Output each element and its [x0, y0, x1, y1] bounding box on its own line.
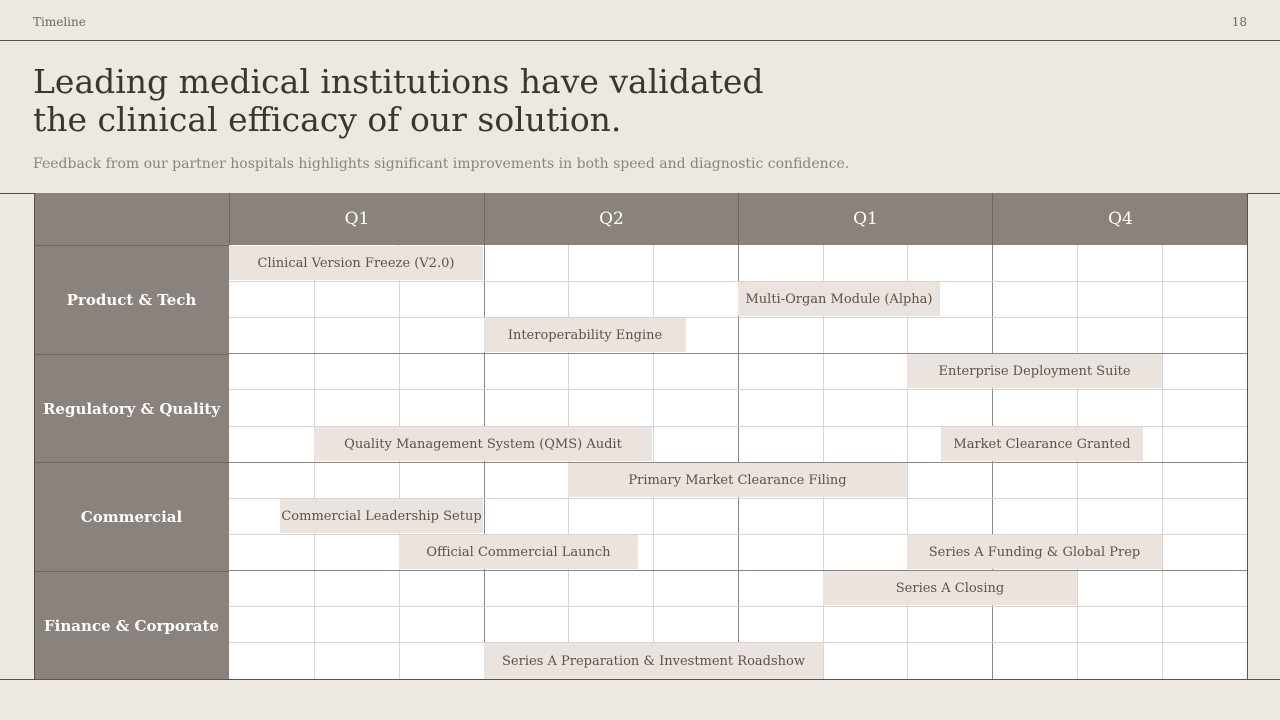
grid-line — [229, 353, 1248, 354]
quarter-header: Q1 — [738, 193, 992, 245]
group-label: Commercial — [34, 462, 229, 571]
grid-line — [229, 498, 1248, 499]
page-subtitle: Feedback from our partner hospitals high… — [33, 156, 850, 172]
page-title: Leading medical institutions have valida… — [33, 63, 933, 139]
header-corner — [34, 193, 229, 245]
group-label: Product & Tech — [34, 245, 229, 354]
page-title-line-1: Leading medical institutions have valida… — [33, 62, 764, 101]
task-bar: Enterprise Deployment Suite — [907, 354, 1162, 388]
divider — [0, 679, 1280, 680]
task-bar: Series A Closing — [823, 571, 1077, 605]
task-bar: Clinical Version Freeze (V2.0) — [229, 246, 483, 280]
group-label: Finance & Corporate — [34, 571, 229, 680]
page-title-line-2: the clinical efficacy of our solution. — [33, 100, 622, 139]
top-bar: Timeline 18 — [0, 0, 1280, 41]
quarter-header: Q4 — [992, 193, 1248, 245]
quarter-header: Q1 — [229, 193, 484, 245]
grid-line — [229, 317, 1248, 318]
task-bar: Interoperability Engine — [484, 318, 686, 352]
task-bar: Quality Management System (QMS) Audit — [314, 427, 652, 461]
task-bar: Series A Funding & Global Prep — [907, 535, 1162, 569]
group-label: Regulatory & Quality — [34, 354, 229, 462]
grid-line — [229, 570, 1248, 571]
task-bar: Official Commercial Launch — [399, 535, 638, 569]
quarter-header: Q2 — [484, 193, 738, 245]
grid-line — [229, 426, 1248, 427]
grid-line — [229, 281, 1248, 282]
grid-line — [229, 462, 1248, 463]
page-number: 18 — [1231, 15, 1247, 29]
grid-border — [34, 193, 35, 680]
task-bar: Market Clearance Granted — [941, 427, 1143, 461]
grid-line — [229, 534, 1248, 535]
grid-border — [1247, 193, 1248, 680]
task-bar: Commercial Leadership Setup — [280, 499, 483, 533]
task-bar: Multi-Organ Module (Alpha) — [738, 282, 940, 316]
grid-line — [229, 606, 1248, 607]
task-bar: Primary Market Clearance Filing — [568, 463, 907, 497]
grid-line — [229, 642, 1248, 643]
task-bar: Series A Preparation & Investment Roadsh… — [484, 643, 823, 679]
timeline-grid: Q1 Q2 Q1 Q4 Product & Tech Regulatory & … — [34, 193, 1248, 680]
grid-line — [229, 389, 1248, 390]
timeline-cells: Clinical Version Freeze (V2.0) Multi-Org… — [229, 245, 1248, 680]
section-label: Timeline — [33, 15, 86, 29]
